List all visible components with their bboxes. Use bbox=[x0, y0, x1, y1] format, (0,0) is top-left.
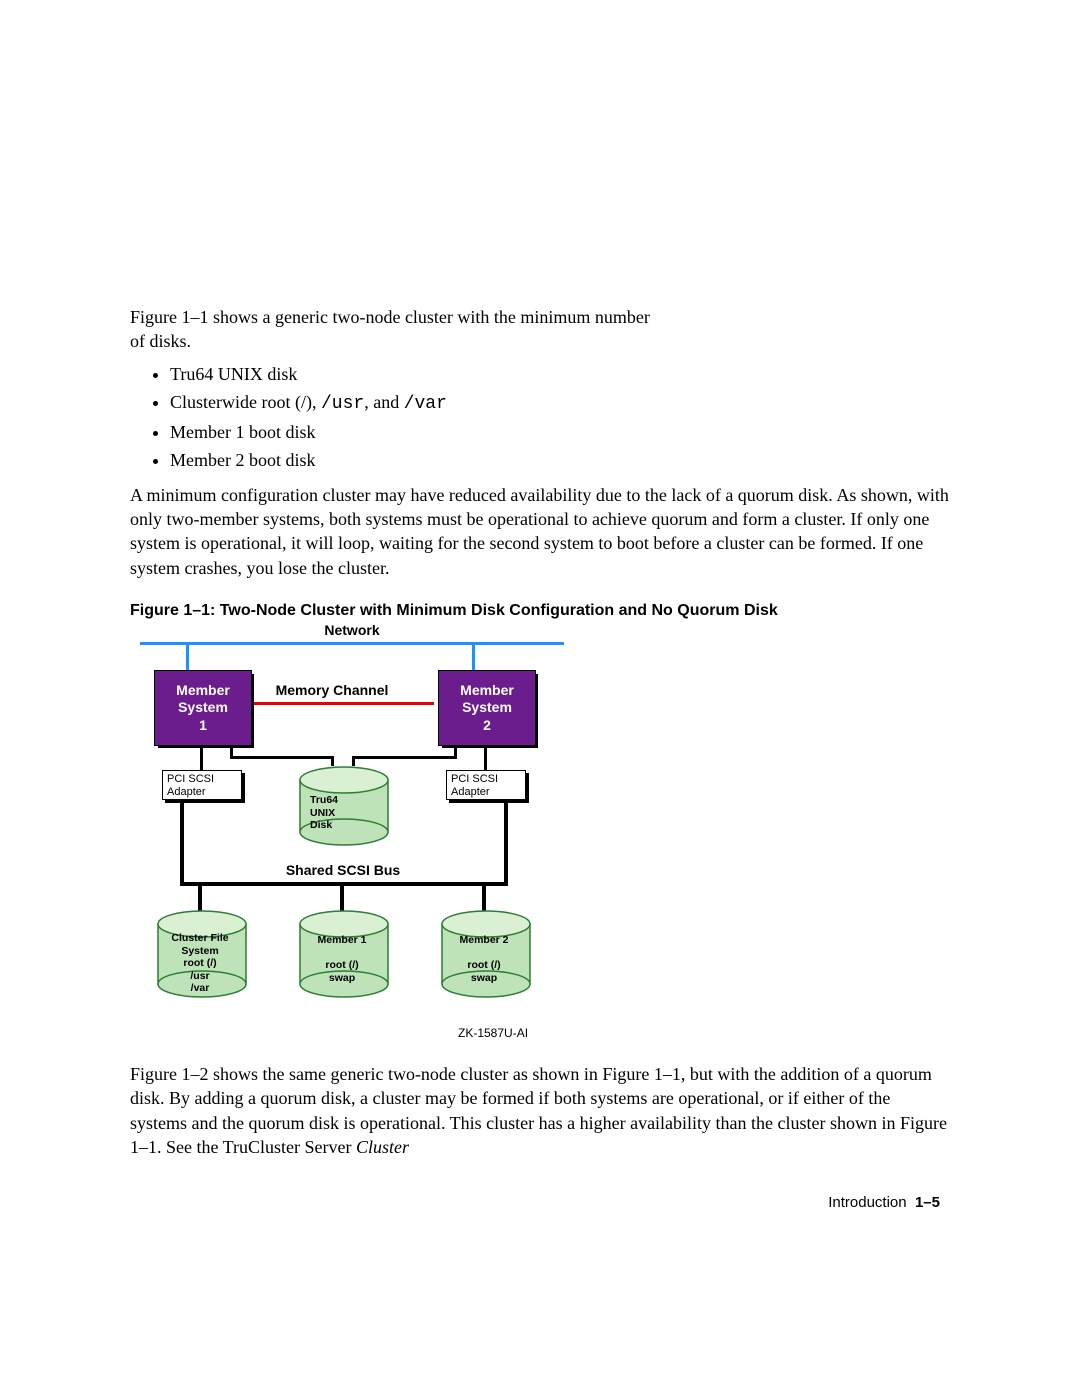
diagram-id: ZK-1587U-AI bbox=[458, 1026, 528, 1040]
closing-para: Figure 1–2 shows the same generic two-no… bbox=[130, 1062, 950, 1159]
footer-page-number: 1–5 bbox=[915, 1194, 940, 1211]
shared-scsi-bus-line bbox=[180, 882, 508, 886]
cluster-file-system-disk: Cluster File System root (/) /usr /var bbox=[152, 910, 248, 992]
memory-channel-label: Memory Channel bbox=[262, 682, 402, 698]
figure-caption: Figure 1–1: Two-Node Cluster with Minimu… bbox=[130, 602, 950, 620]
bullet-1: Tru64 UNIX disk bbox=[170, 362, 950, 386]
shared-scsi-bus-label: Shared SCSI Bus bbox=[268, 862, 418, 878]
network-drop-1 bbox=[186, 642, 189, 672]
pci-scsi-adapter-2: PCI SCSI Adapter bbox=[446, 770, 526, 800]
para1-line2: of disks. bbox=[130, 331, 191, 351]
tru64-unix-disk: Tru64 UNIX Disk bbox=[294, 764, 390, 846]
conn-m2-adapter bbox=[484, 746, 487, 770]
bullet-list: Tru64 UNIX disk Clusterwide root (/), /u… bbox=[130, 362, 950, 473]
bullet-2: Clusterwide root (/), /usr, and /var bbox=[170, 390, 950, 416]
memory-channel-line bbox=[250, 702, 434, 705]
bullet-4: Member 2 boot disk bbox=[170, 448, 950, 472]
footer-section: Introduction bbox=[828, 1194, 906, 1211]
network-line bbox=[140, 642, 564, 645]
pci-scsi-adapter-1: PCI SCSI Adapter bbox=[162, 770, 242, 800]
intro-para-1: Figure 1–1 shows a generic two-node clus… bbox=[130, 305, 950, 354]
figure-diagram: Network Memory Channel Member System 1 M… bbox=[140, 626, 570, 1046]
member-system-2: Member System 2 bbox=[438, 670, 534, 744]
member2-boot-disk: Member 2 root (/) swap bbox=[436, 910, 532, 992]
network-label: Network bbox=[312, 622, 392, 638]
bullet-3: Member 1 boot disk bbox=[170, 420, 950, 444]
member1-boot-disk: Member 1 root (/) swap bbox=[294, 910, 390, 992]
scsi-drop-1 bbox=[180, 802, 184, 882]
page-footer: Introduction 1–5 bbox=[130, 1194, 940, 1211]
member-system-1: Member System 1 bbox=[154, 670, 250, 744]
scsi-drop-2 bbox=[504, 802, 508, 882]
conn-m1-adapter bbox=[200, 746, 203, 770]
intro-para-2: A minimum configuration cluster may have… bbox=[130, 483, 950, 580]
para1-line1: Figure 1–1 shows a generic two-node clus… bbox=[130, 307, 650, 327]
network-drop-2 bbox=[472, 642, 475, 672]
